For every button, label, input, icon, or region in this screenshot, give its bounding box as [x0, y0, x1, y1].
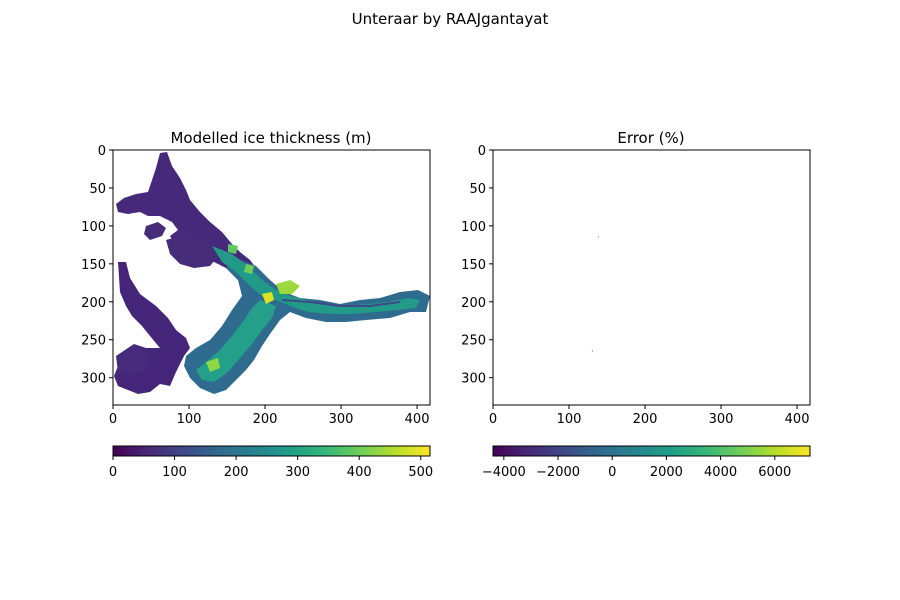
x-tick-label: 0	[109, 412, 117, 427]
colorbar-tick-label: 100	[162, 465, 187, 480]
y-tick-label: 50	[469, 182, 486, 197]
colorbar-tick-label: 300	[285, 465, 310, 480]
y-tick-label: 250	[81, 334, 106, 349]
glacier-centerline	[281, 299, 401, 307]
y-tick-label: 100	[81, 220, 106, 235]
y-tick-label: 200	[81, 296, 106, 311]
glacier-tributary-west	[144, 222, 166, 240]
colorbar-tick-label: −2000	[536, 465, 580, 480]
glacier-tributary-southwest	[116, 344, 152, 376]
y-tick-label: 100	[461, 220, 486, 235]
colorbar-tick-label: 4000	[704, 465, 737, 480]
thickness-panel: Modelled ice thickness (m) 0 100 200 300 400…	[81, 129, 433, 480]
colorbar-tick-label: 6000	[758, 465, 791, 480]
y-tick-label: 300	[81, 372, 106, 387]
y-tick-label: 200	[461, 296, 486, 311]
y-tick-label: 300	[461, 372, 486, 387]
error-cell	[591, 350, 593, 352]
colorbar-tick-label: 2000	[650, 465, 683, 480]
error-axes-frame	[492, 149, 811, 406]
thickness-axis-ticks: 0 100 200 300 400 0 50 100 150 200 250 300	[81, 144, 429, 427]
colorbar-tick-label: 200	[224, 465, 249, 480]
colorbar-tick-label: −4000	[482, 465, 526, 480]
x-tick-label: 100	[557, 412, 582, 427]
x-tick-label: 400	[785, 412, 810, 427]
error-title: Error (%)	[617, 129, 684, 147]
error-cell	[597, 236, 599, 238]
error-panel: Error (%) 0 100 200 300 40005010015020025030…	[461, 129, 811, 480]
colorbar-tick-label: 0	[608, 465, 616, 480]
glacier-tributary-mid	[166, 236, 218, 268]
glacier-core-a	[212, 246, 420, 314]
x-tick-label: 300	[329, 412, 354, 427]
x-tick-label: 300	[709, 412, 734, 427]
x-tick-label: 400	[405, 412, 430, 427]
thickness-colorbar	[112, 445, 431, 457]
thickness-colorbar-ticks: 0 100 200 300 400 500	[109, 456, 433, 480]
y-tick-label: 50	[89, 182, 106, 197]
y-tick-label: 0	[478, 144, 486, 159]
x-tick-label: 0	[489, 412, 497, 427]
error-colorbar-ticks: −4000 −2000 0 2000 4000 6000	[482, 456, 791, 480]
thickness-title: Modelled ice thickness (m)	[170, 129, 371, 147]
y-tick-label: 250	[461, 334, 486, 349]
glacier-hotspot-1	[276, 280, 300, 294]
glacier-hotspot-4	[228, 244, 238, 254]
y-tick-label: 150	[81, 258, 106, 273]
y-tick-label: 150	[461, 258, 486, 273]
error-axis-ticks: 0 100 200 300 400 0 50 100 150 200 250 300	[461, 144, 809, 427]
colorbar-tick-label: 500	[408, 465, 433, 480]
y-tick-label: 0	[98, 144, 106, 159]
error-colorbar	[492, 445, 811, 457]
glacier-main-trunk	[184, 258, 430, 394]
glacier-tributary-south	[114, 262, 190, 394]
figure-title: Unteraar by RAAJgantayat	[352, 10, 549, 28]
glacier-hotspot-3	[206, 358, 220, 372]
glacier-hotspot-5	[244, 264, 254, 274]
x-tick-label: 100	[177, 412, 202, 427]
glacier-hotspot-2	[262, 292, 274, 304]
colorbar-tick-label: 0	[109, 465, 117, 480]
colorbar-tick-label: 400	[347, 465, 372, 480]
error-cells	[591, 236, 599, 352]
thickness-map	[114, 152, 430, 394]
thickness-axes-frame	[112, 149, 431, 406]
x-tick-label: 200	[253, 412, 278, 427]
x-tick-label: 200	[633, 412, 658, 427]
